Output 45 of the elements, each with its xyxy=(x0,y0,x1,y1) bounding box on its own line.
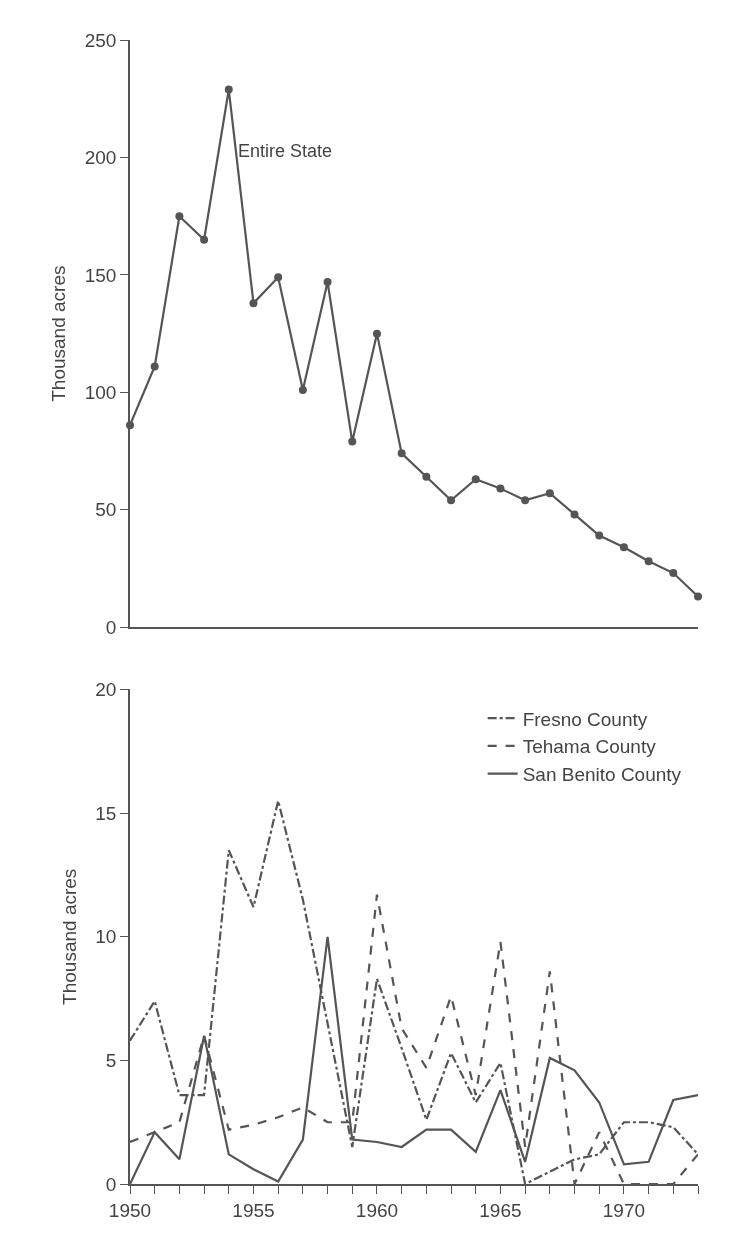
point xyxy=(545,489,554,498)
point xyxy=(669,569,678,578)
x-tick-label: 1955 xyxy=(232,1199,275,1221)
point xyxy=(175,212,184,221)
legend-label: Fresno County xyxy=(522,708,648,730)
y-axis-title: Thousand acres xyxy=(48,265,70,402)
point xyxy=(496,484,505,493)
x-tick-label: 1960 xyxy=(355,1199,399,1221)
y-tick-label: 250 xyxy=(84,29,117,51)
y-tick-label: 100 xyxy=(84,381,117,403)
point xyxy=(471,475,480,484)
point xyxy=(619,543,628,552)
legend-label: Tehama County xyxy=(522,736,657,758)
point xyxy=(397,449,406,458)
x-tick-label: 1950 xyxy=(108,1199,152,1221)
y-tick-label: 0 xyxy=(105,1173,117,1195)
point xyxy=(323,278,332,286)
point xyxy=(595,531,604,540)
point xyxy=(694,592,702,601)
y-tick-label: 200 xyxy=(84,147,117,169)
y-tick-label: 10 xyxy=(95,926,117,948)
point xyxy=(372,329,381,338)
point xyxy=(274,273,283,282)
point xyxy=(447,496,456,505)
point xyxy=(570,510,579,519)
y-tick-label: 20 xyxy=(95,679,117,701)
point xyxy=(422,472,431,481)
y-tick-label: 0 xyxy=(105,616,117,638)
x-tick-label: 1965 xyxy=(479,1199,522,1221)
point xyxy=(224,85,233,94)
point xyxy=(298,385,307,394)
y-tick-label: 5 xyxy=(105,1050,117,1072)
point xyxy=(150,362,159,371)
y-tick-label: 150 xyxy=(84,264,117,286)
point xyxy=(521,496,530,505)
annotation: Entire State xyxy=(238,141,333,161)
point xyxy=(200,235,209,244)
y-axis-title: Thousand acres xyxy=(58,868,80,1005)
x-tick-label: 1970 xyxy=(602,1199,646,1221)
legend-label: San Benito County xyxy=(522,764,682,786)
point xyxy=(644,557,653,566)
point xyxy=(348,437,357,446)
y-tick-label: 15 xyxy=(95,802,117,824)
y-tick-label: 50 xyxy=(95,499,117,521)
point xyxy=(249,299,258,308)
